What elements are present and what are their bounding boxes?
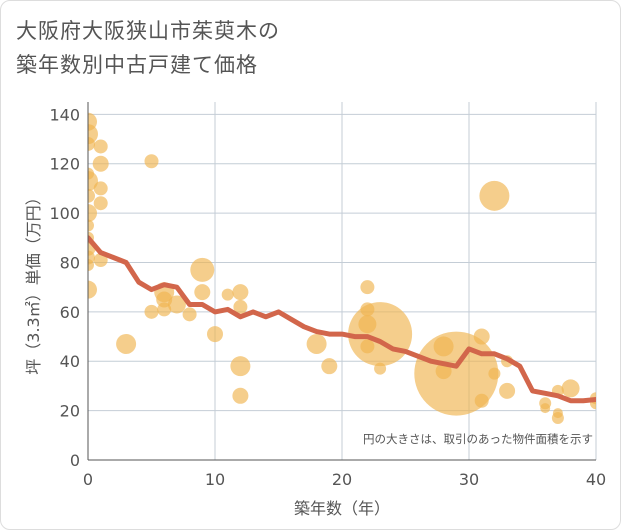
bubble-point [232, 387, 249, 404]
x-tick-label: 10 [205, 470, 225, 489]
bubble-point [348, 302, 413, 367]
chart-title-line-1: 大阪府大阪狭山市茱萸木の [16, 19, 280, 43]
bubble-point [182, 307, 197, 322]
y-tick-label: 0 [70, 451, 80, 470]
x-tick-label: 20 [332, 470, 352, 489]
y-tick-label: 20 [60, 402, 80, 421]
axes [87, 102, 596, 461]
bubble-point [194, 284, 211, 301]
bubble-point [88, 258, 94, 271]
bubble-point [93, 181, 108, 196]
bubble-point [157, 302, 172, 317]
x-tick-label: 0 [83, 470, 93, 489]
bubble-point [207, 326, 223, 343]
bubble-point [473, 328, 490, 345]
bubble-point [88, 188, 95, 203]
bubble-point [88, 219, 94, 232]
bubble-point [93, 196, 108, 211]
y-tick-label: 80 [60, 253, 80, 272]
y-tick-label: 120 [49, 155, 80, 174]
x-tick-label: 40 [586, 470, 606, 489]
bubble-point [190, 257, 215, 282]
bubble-point [167, 295, 186, 314]
bubble-size-note: 円の大きさは、取引のあった物件面積を示す [363, 432, 593, 446]
bubble-point [88, 136, 95, 151]
bubble-point [93, 139, 108, 154]
bubble-point [88, 280, 97, 299]
x-axis-title: 築年数（年） [294, 499, 390, 518]
y-axis-title: 坪（3.3㎡）単価（万円） [24, 189, 43, 374]
bubble-point [479, 180, 510, 211]
bubble-point [144, 154, 159, 169]
y-tick-label: 100 [49, 204, 80, 223]
bubble-point [306, 333, 327, 354]
bubble-point [321, 358, 338, 375]
bubble-point [374, 362, 387, 375]
bubble-point [488, 367, 501, 380]
bubble-point [561, 379, 580, 398]
chart-title: 大阪府大阪狭山市茱萸木の 築年数別中古戸建て価格 [16, 14, 280, 82]
bubble-point [92, 155, 109, 172]
bubble-point [230, 356, 251, 377]
tick-labels: 0 20 40 60 80 100 120 140 0 10 20 30 40 [49, 105, 606, 489]
bubble-point [233, 299, 248, 314]
bubble-point [221, 288, 234, 301]
bubble-point [360, 280, 375, 295]
y-tick-label: 40 [60, 352, 80, 371]
bubble-point [540, 403, 551, 414]
bubble-point [232, 284, 249, 301]
bubble-point [474, 393, 489, 408]
bubble-point [88, 204, 97, 223]
trend-line [88, 235, 596, 404]
trend-layer [88, 235, 596, 404]
y-tick-label: 60 [60, 303, 80, 322]
bubble-point [552, 408, 563, 419]
y-tick-label: 140 [49, 105, 80, 124]
bubble-point [499, 382, 516, 399]
bubble-point [144, 304, 159, 319]
chart-title-line-2: 築年数別中古戸建て価格 [16, 53, 258, 77]
x-tick-label: 30 [459, 470, 479, 489]
bubble-point [116, 333, 137, 354]
